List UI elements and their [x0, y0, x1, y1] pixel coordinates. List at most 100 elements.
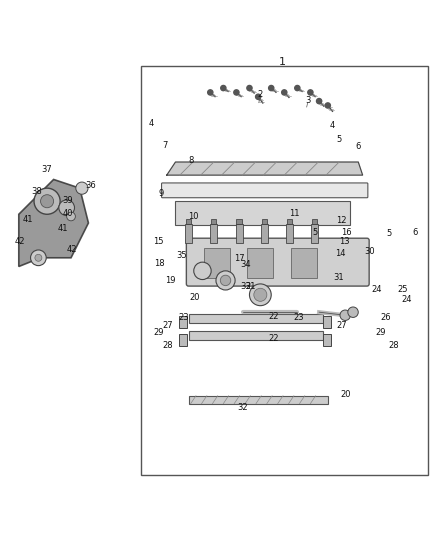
- Bar: [291, 248, 317, 278]
- Circle shape: [348, 307, 358, 318]
- Bar: [287, 219, 292, 224]
- Text: 13: 13: [339, 237, 350, 246]
- Circle shape: [268, 85, 274, 91]
- Bar: [141, 66, 428, 475]
- Polygon shape: [19, 180, 88, 266]
- Text: 24: 24: [371, 285, 382, 294]
- Circle shape: [220, 275, 231, 286]
- Text: 20: 20: [340, 390, 350, 399]
- FancyBboxPatch shape: [162, 183, 368, 198]
- Text: 25: 25: [397, 285, 408, 294]
- Text: 3: 3: [306, 96, 311, 105]
- Bar: [261, 224, 268, 243]
- Text: 15: 15: [153, 237, 163, 246]
- Text: 20: 20: [190, 293, 200, 302]
- Bar: [188, 313, 323, 323]
- Circle shape: [76, 182, 88, 194]
- Bar: [188, 331, 323, 341]
- Bar: [237, 219, 242, 224]
- Circle shape: [317, 99, 322, 104]
- Text: 23: 23: [293, 313, 304, 322]
- Circle shape: [31, 250, 46, 265]
- Bar: [180, 316, 187, 328]
- Text: 6: 6: [412, 228, 417, 237]
- Circle shape: [194, 262, 211, 279]
- Bar: [247, 248, 273, 278]
- Text: 19: 19: [165, 276, 176, 285]
- Bar: [180, 334, 187, 346]
- Circle shape: [325, 103, 330, 108]
- Bar: [236, 224, 243, 243]
- Text: 40: 40: [62, 209, 73, 218]
- Text: 32: 32: [238, 403, 248, 413]
- Circle shape: [234, 90, 239, 95]
- Text: 41: 41: [23, 215, 34, 224]
- Text: 22: 22: [268, 334, 279, 343]
- Text: 37: 37: [42, 165, 53, 174]
- Text: 12: 12: [336, 216, 346, 225]
- Circle shape: [67, 212, 75, 221]
- Polygon shape: [167, 162, 363, 175]
- Circle shape: [34, 188, 60, 214]
- Text: 28: 28: [389, 341, 399, 350]
- Circle shape: [221, 85, 226, 91]
- Text: 36: 36: [85, 181, 96, 190]
- Text: 42: 42: [67, 246, 77, 254]
- Bar: [286, 224, 293, 243]
- Circle shape: [308, 90, 313, 95]
- Bar: [204, 248, 230, 278]
- Text: 14: 14: [335, 249, 345, 258]
- Circle shape: [282, 90, 287, 95]
- Text: 10: 10: [187, 212, 198, 221]
- Circle shape: [35, 254, 42, 261]
- Bar: [188, 396, 328, 403]
- Text: 4: 4: [329, 120, 335, 130]
- Text: 17: 17: [235, 254, 245, 263]
- Text: 33: 33: [240, 281, 251, 290]
- Text: 5: 5: [386, 229, 392, 238]
- Text: 21: 21: [245, 281, 256, 290]
- Text: 23: 23: [179, 313, 190, 322]
- Circle shape: [254, 288, 267, 301]
- Text: 24: 24: [402, 295, 412, 304]
- Bar: [312, 219, 318, 224]
- Bar: [185, 224, 192, 243]
- Text: 5: 5: [336, 135, 341, 144]
- Text: 38: 38: [32, 187, 42, 196]
- Circle shape: [208, 90, 213, 95]
- Circle shape: [216, 271, 235, 290]
- Circle shape: [250, 284, 271, 305]
- Circle shape: [295, 85, 300, 91]
- Text: 16: 16: [341, 228, 351, 237]
- FancyBboxPatch shape: [186, 238, 369, 286]
- Text: 27: 27: [336, 321, 347, 330]
- Text: 30: 30: [364, 247, 374, 256]
- Text: 1: 1: [279, 57, 286, 67]
- Text: 5: 5: [312, 228, 318, 237]
- Bar: [311, 224, 318, 243]
- Circle shape: [247, 85, 252, 91]
- Circle shape: [41, 195, 53, 208]
- Bar: [176, 201, 350, 225]
- Text: 35: 35: [177, 251, 187, 260]
- Bar: [186, 219, 191, 224]
- Text: 31: 31: [333, 273, 344, 282]
- Text: 29: 29: [154, 328, 164, 337]
- Text: 28: 28: [162, 341, 173, 350]
- Text: 26: 26: [380, 313, 391, 322]
- Text: 7: 7: [162, 141, 167, 150]
- Text: 42: 42: [14, 237, 25, 246]
- Circle shape: [255, 94, 261, 99]
- Text: 11: 11: [289, 209, 299, 218]
- Text: 29: 29: [376, 328, 386, 337]
- Bar: [261, 219, 267, 224]
- Text: 41: 41: [58, 224, 68, 233]
- Bar: [211, 219, 216, 224]
- Circle shape: [59, 200, 74, 215]
- Text: 6: 6: [356, 142, 361, 151]
- Text: 22: 22: [268, 312, 279, 321]
- Text: 8: 8: [188, 156, 194, 165]
- Text: 4: 4: [149, 119, 154, 128]
- Text: 34: 34: [240, 260, 251, 269]
- Text: 39: 39: [62, 196, 73, 205]
